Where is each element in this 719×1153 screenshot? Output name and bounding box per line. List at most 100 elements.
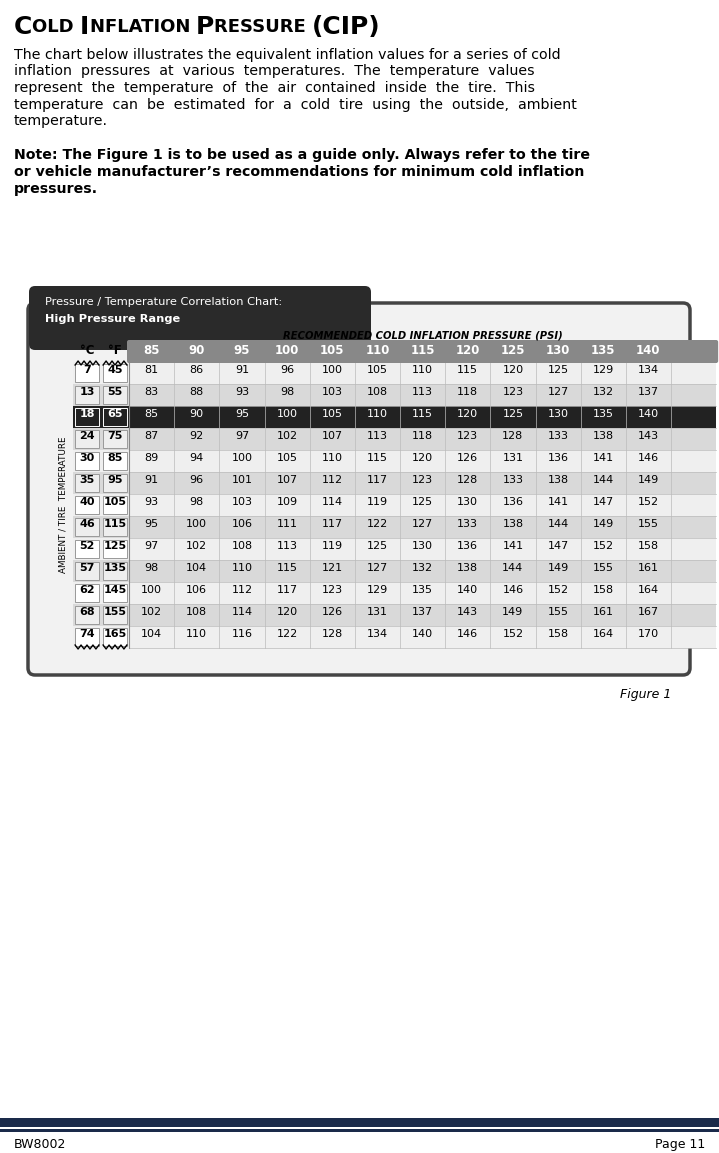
Text: 164: 164 (592, 630, 614, 639)
Text: 105: 105 (104, 497, 127, 507)
Text: 126: 126 (321, 606, 343, 617)
Text: 7: 7 (83, 366, 91, 375)
Text: 131: 131 (367, 606, 388, 617)
Text: 147: 147 (547, 541, 569, 551)
Text: 129: 129 (592, 366, 614, 375)
Text: 130: 130 (548, 409, 569, 419)
Text: 106: 106 (186, 585, 207, 595)
Text: 112: 112 (232, 585, 252, 595)
Text: 91: 91 (235, 366, 249, 375)
Text: 165: 165 (104, 630, 127, 639)
Text: 125: 125 (412, 497, 433, 507)
Text: 140: 140 (638, 409, 659, 419)
Text: 24: 24 (79, 431, 95, 440)
Text: 147: 147 (592, 497, 614, 507)
Bar (73, 517, 716, 538)
Text: 155: 155 (104, 606, 127, 617)
Text: 97: 97 (235, 431, 249, 440)
Bar (73, 384, 716, 406)
Text: 120: 120 (456, 344, 480, 357)
Text: 158: 158 (638, 541, 659, 551)
Text: 117: 117 (367, 475, 388, 485)
Text: 135: 135 (412, 585, 433, 595)
Text: 161: 161 (592, 606, 614, 617)
Text: represent  the  temperature  of  the  air  contained  inside  the  tire.  This: represent the temperature of the air con… (14, 81, 535, 95)
Text: 117: 117 (277, 585, 298, 595)
Text: 135: 135 (592, 409, 614, 419)
Bar (103, 452, 127, 470)
Bar (73, 362, 716, 384)
Bar (73, 626, 716, 648)
Text: 75: 75 (107, 431, 123, 440)
Text: 146: 146 (503, 585, 523, 595)
Text: 115: 115 (411, 344, 435, 357)
FancyBboxPatch shape (29, 286, 371, 351)
Text: Figure 1: Figure 1 (620, 688, 671, 701)
Text: 128: 128 (503, 431, 523, 440)
Text: 105: 105 (320, 344, 344, 357)
Text: 137: 137 (638, 387, 659, 397)
Text: 102: 102 (141, 606, 162, 617)
Text: 95: 95 (107, 475, 123, 485)
Bar (103, 474, 127, 492)
Bar (103, 408, 127, 425)
Bar (75, 540, 99, 558)
Text: 95: 95 (145, 519, 159, 529)
Text: 110: 110 (232, 563, 252, 573)
Bar (73, 538, 716, 560)
Text: 96: 96 (190, 475, 203, 485)
Bar (103, 430, 127, 449)
Text: 109: 109 (277, 497, 298, 507)
Text: 136: 136 (548, 453, 569, 464)
Text: 131: 131 (503, 453, 523, 464)
Text: RECOMMENDED COLD INFLATION PRESSURE (PSI): RECOMMENDED COLD INFLATION PRESSURE (PSI… (283, 330, 562, 340)
Bar (103, 628, 127, 646)
Text: 62: 62 (79, 585, 95, 595)
Text: 141: 141 (503, 541, 523, 551)
Text: 110: 110 (365, 344, 390, 357)
Text: 113: 113 (367, 431, 388, 440)
Text: 65: 65 (107, 409, 123, 419)
Text: Pressure / Temperature Correlation Chart:: Pressure / Temperature Correlation Chart… (45, 297, 283, 307)
Text: 100: 100 (277, 409, 298, 419)
Text: 167: 167 (638, 606, 659, 617)
Bar (103, 364, 127, 382)
Bar (75, 518, 99, 536)
Text: 121: 121 (321, 563, 343, 573)
Text: 119: 119 (321, 541, 343, 551)
Bar (75, 585, 99, 602)
Text: 117: 117 (321, 519, 343, 529)
Text: 158: 158 (548, 630, 569, 639)
Text: 140: 140 (412, 630, 433, 639)
Text: 135: 135 (104, 563, 127, 573)
Text: (CIP): (CIP) (312, 15, 381, 39)
Text: 140: 140 (636, 344, 661, 357)
Text: 125: 125 (503, 409, 523, 419)
Text: 155: 155 (548, 606, 569, 617)
Text: 141: 141 (548, 497, 569, 507)
Text: temperature.: temperature. (14, 114, 108, 128)
Text: 110: 110 (367, 409, 388, 419)
Text: 107: 107 (277, 475, 298, 485)
Text: 46: 46 (79, 519, 95, 529)
Text: 136: 136 (503, 497, 523, 507)
Text: 57: 57 (79, 563, 95, 573)
Text: 125: 125 (367, 541, 388, 551)
Text: 96: 96 (280, 366, 294, 375)
Text: C: C (14, 15, 32, 39)
Text: 100: 100 (275, 344, 299, 357)
Bar (75, 562, 99, 580)
Text: 87: 87 (145, 431, 159, 440)
Text: 120: 120 (277, 606, 298, 617)
Text: 113: 113 (412, 387, 433, 397)
Text: 86: 86 (190, 366, 203, 375)
Text: 52: 52 (79, 541, 95, 551)
Text: 125: 125 (500, 344, 525, 357)
Text: 138: 138 (503, 519, 523, 529)
Text: 18: 18 (79, 409, 95, 419)
Text: 127: 127 (547, 387, 569, 397)
Bar (75, 474, 99, 492)
Text: 126: 126 (457, 453, 478, 464)
Text: 90: 90 (190, 409, 203, 419)
Text: 85: 85 (143, 344, 160, 357)
